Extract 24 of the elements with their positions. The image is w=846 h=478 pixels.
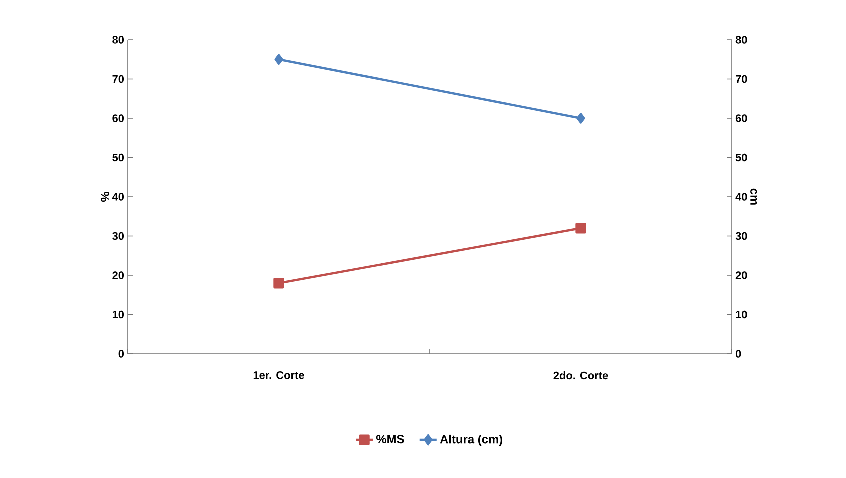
y-tick-label: 40	[112, 193, 124, 201]
y-axis-title: %	[101, 192, 110, 202]
y-tick-label: 60	[112, 114, 124, 122]
y2-tick-label: 20	[736, 272, 748, 280]
y-tick-label: 0	[118, 350, 124, 358]
x-tick-label: 2do. Corte	[554, 372, 608, 380]
x-tick-label: 1er. Corte	[254, 372, 304, 380]
y2-tick-label: 10	[736, 310, 748, 319]
y2-tick-label: 60	[736, 114, 748, 122]
y2-tick-label: 0	[736, 350, 742, 358]
legend-label: Altura (cm)	[440, 434, 503, 446]
y2-tick-label: 80	[736, 36, 748, 44]
y-tick-label: 70	[112, 75, 124, 84]
y-tick-label: 20	[112, 272, 124, 280]
y-tick-label: 30	[112, 232, 124, 240]
legend-label: %MS	[376, 435, 404, 444]
y2-tick-label: 50	[736, 154, 748, 162]
y2-tick-label: 40	[736, 193, 748, 201]
y-tick-label: 80	[112, 36, 124, 44]
y-tick-label: 10	[112, 310, 124, 319]
y2-axis-title: cm	[750, 188, 758, 205]
y-tick-label: 50	[112, 154, 124, 162]
y2-tick-label: 70	[736, 75, 748, 84]
y2-tick-label: 30	[736, 232, 748, 240]
